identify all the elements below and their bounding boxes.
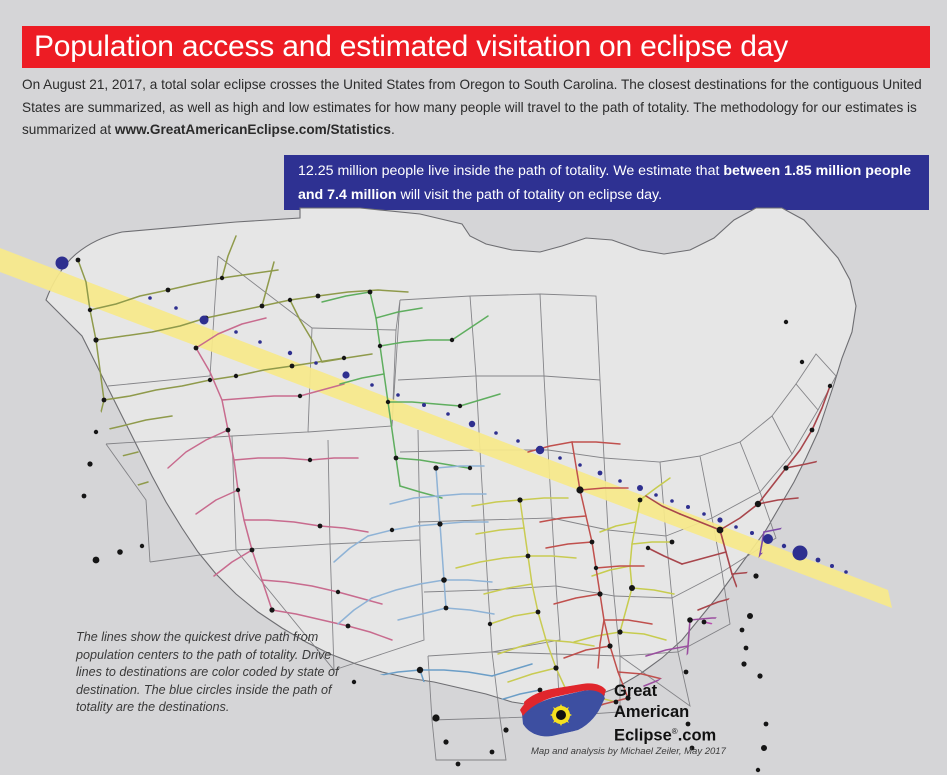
- map-svg: [0, 207, 892, 773]
- page-title: Population access and estimated visitati…: [34, 30, 789, 63]
- intro-text: On August 21, 2017, a total solar eclips…: [22, 77, 922, 137]
- logo-wordmark: Great American Eclipse®.com: [614, 681, 730, 746]
- logo-line-american: American: [614, 702, 690, 721]
- destination-circle: [55, 256, 69, 270]
- us-eclipse-map: [0, 200, 947, 775]
- statistics-link[interactable]: www.GreatAmericanEclipse.com/Statistics: [114, 122, 391, 137]
- callout-line2-plain: will visit the path of totality on eclip…: [396, 186, 663, 203]
- logo-eclipse-word: Eclipse: [614, 726, 672, 745]
- logo-dotcom: .com: [677, 726, 717, 745]
- drive-lines-michigan: [573, 477, 675, 643]
- drive-lines-illinois: [455, 497, 617, 711]
- callout-line1-bold: between: [723, 162, 781, 179]
- drive-lines-nebraska: [333, 465, 495, 625]
- registered-mark: ®: [671, 727, 678, 736]
- intro-text-end: .: [390, 122, 395, 137]
- title-band: Population access and estimated visitati…: [22, 26, 930, 68]
- callout-line2-bold: 1.85 million people and 7.4 million: [298, 162, 911, 203]
- path-of-totality-band: [0, 248, 892, 608]
- us-landmass: [45, 207, 857, 707]
- intro-paragraph: On August 21, 2017, a total solar eclips…: [22, 74, 927, 142]
- logo-line-eclipse: Eclipse®.com: [614, 722, 730, 746]
- map-credit: Map and analysis by Michael Zeiler, May …: [531, 746, 726, 757]
- destination-circles: [55, 256, 848, 574]
- great-american-eclipse-logo[interactable]: Great American Eclipse®.com: [516, 680, 728, 745]
- us-map-logo-icon: [520, 683, 606, 737]
- logo-line-great: Great: [614, 682, 658, 700]
- estimate-callout-text: 12.25 million people live inside the pat…: [284, 159, 929, 207]
- estimate-callout: 12.25 million people live inside the pat…: [284, 155, 929, 210]
- drive-lines-idaho: [167, 317, 393, 641]
- callout-line1-plain: 12.25 million people live inside the pat…: [298, 162, 724, 179]
- map-legend-caption: The lines show the quickest drive path f…: [76, 630, 339, 714]
